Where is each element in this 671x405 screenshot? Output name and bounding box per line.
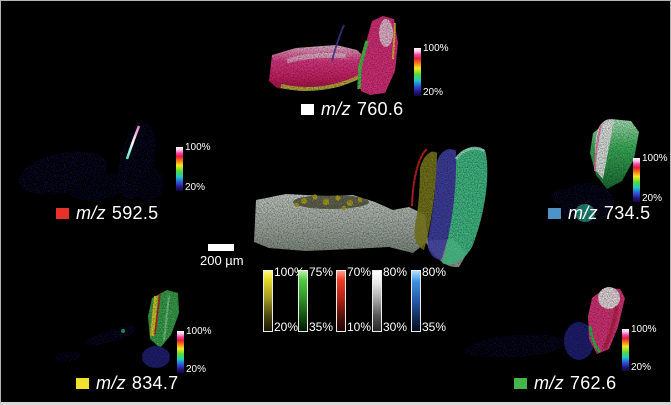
mz-text: m/z 834.7 <box>96 373 178 394</box>
legend-yellow-min: 20% <box>274 320 299 334</box>
mz-text: m/z 734.5 <box>568 203 650 224</box>
tissue-bottom-right <box>564 287 625 360</box>
tissue-bottom-left-streaks <box>55 326 137 363</box>
legend-bar-blue <box>411 270 421 332</box>
legend-blue-max: 80% <box>422 265 447 279</box>
tissue-center-bands <box>411 146 488 265</box>
label-mz-734: m/z 734.5 <box>548 203 650 224</box>
legend-yellow-max: 100% <box>274 265 305 279</box>
label-mz-834: m/z 834.7 <box>76 373 178 394</box>
colorbar-max-label: 100% <box>642 153 668 164</box>
legend-bar-yellow <box>263 270 273 332</box>
legend-bar-red <box>336 270 346 332</box>
legend-white-min: 30% <box>383 320 408 334</box>
green-swatch <box>514 378 527 389</box>
legend-white-max: 80% <box>383 265 408 279</box>
mz-text: m/z 762.6 <box>534 373 616 394</box>
label-mz-762: m/z 762.6 <box>514 373 616 394</box>
mz-value: 592.5 <box>111 203 159 223</box>
colorbar-top-panel <box>414 48 421 96</box>
mz-prefix: m/z <box>534 373 564 393</box>
tissue-right-cloud <box>551 183 614 223</box>
tissue-right <box>575 119 639 222</box>
mz-text: m/z 592.5 <box>76 203 158 224</box>
colorbar-max-label: 100% <box>186 326 212 337</box>
colorbar-max-label: 100% <box>631 324 657 335</box>
colorbar-min-label: 20% <box>185 182 206 193</box>
legend-red-min: 10% <box>347 320 372 334</box>
label-mz-592: m/z 592.5 <box>56 203 158 224</box>
tissue-left <box>18 122 164 204</box>
legend-bar-green <box>298 270 308 332</box>
scale-bar-label: 200 µm <box>200 253 244 268</box>
blue-swatch <box>548 208 561 219</box>
legend-green-max: 75% <box>309 265 334 279</box>
colorbar-right-panel <box>633 158 640 202</box>
mz-value: 760.6 <box>356 99 404 119</box>
mz-text: m/z 760.6 <box>321 99 403 120</box>
colorbar-min-label: 20% <box>423 87 444 98</box>
colorbar-bottom-right-panel <box>622 329 629 371</box>
mz-value: 734.5 <box>603 203 651 223</box>
label-mz-760: m/z 760.6 <box>301 99 403 120</box>
mz-prefix: m/z <box>76 203 106 223</box>
mz-prefix: m/z <box>568 203 598 223</box>
tissue-bottom-left <box>121 290 179 368</box>
mz-value: 834.7 <box>131 373 179 393</box>
colorbar-bottom-left-panel <box>177 331 184 373</box>
tissue-bottom-right-band <box>465 334 565 358</box>
colorbar-left-panel <box>176 147 183 191</box>
legend-blue-min: 35% <box>422 320 447 334</box>
colorbar-min-label: 20% <box>186 364 207 375</box>
yellow-swatch <box>76 378 89 389</box>
tissue-top <box>269 16 398 95</box>
red-swatch <box>56 208 69 219</box>
colorbar-min-label: 20% <box>631 362 652 373</box>
colorbar-max-label: 100% <box>423 43 449 54</box>
colorbar-max-label: 100% <box>185 142 211 153</box>
colorbar-min-label: 20% <box>642 193 663 204</box>
scale-bar <box>208 244 234 251</box>
white-swatch <box>301 104 314 115</box>
mz-prefix: m/z <box>96 373 126 393</box>
mz-value: 762.6 <box>569 373 617 393</box>
tissue-left-bright-streak <box>125 125 141 160</box>
legend-green-min: 35% <box>309 320 334 334</box>
legend-red-max: 70% <box>347 265 372 279</box>
legend-bar-white <box>372 270 382 332</box>
mz-prefix: m/z <box>321 99 351 119</box>
